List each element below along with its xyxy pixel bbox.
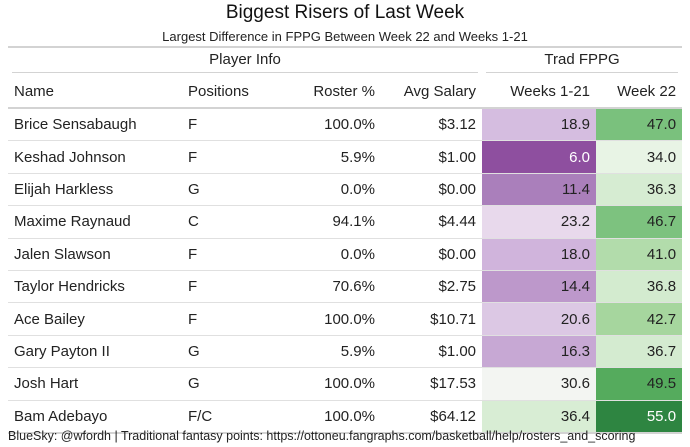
cell-weeks-1-21: 18.9 — [482, 108, 597, 142]
table-row: Jalen Slawson F 0.0% $0.00 18.0 41.0 — [8, 238, 683, 271]
cell-name: Maxime Raynaud — [8, 205, 182, 239]
cell-week-22: 36.8 — [596, 270, 683, 304]
cell-avg-salary: $3.12 — [381, 108, 483, 142]
cell-name: Brice Sensabaugh — [8, 108, 182, 142]
cell-weeks-1-21: 20.6 — [482, 302, 597, 336]
column-header-positions: Positions — [182, 76, 278, 109]
column-header-name: Name — [8, 76, 182, 109]
cell-weeks-1-21: 11.4 — [482, 173, 597, 207]
cell-week-22: 41.0 — [596, 238, 683, 271]
cell-week-22: 36.3 — [596, 173, 683, 207]
cell-week-22: 42.7 — [596, 302, 683, 336]
column-header-week-22: Week 22 — [596, 76, 683, 109]
cell-avg-salary: $10.71 — [381, 302, 483, 336]
table-row: Gary Payton II G 5.9% $1.00 16.3 36.7 — [8, 335, 683, 369]
cell-name: Keshad Johnson — [8, 140, 182, 174]
cell-avg-salary: $1.00 — [381, 140, 483, 174]
cell-avg-salary: $0.00 — [381, 173, 483, 207]
table-title: Biggest Risers of Last Week — [225, 2, 465, 23]
cell-name: Taylor Hendricks — [8, 270, 182, 304]
cell-week-22: 46.7 — [596, 205, 683, 239]
cell-roster: 100.0% — [278, 302, 381, 336]
cell-positions: F — [182, 108, 278, 142]
cell-positions: F — [182, 140, 278, 174]
cell-positions: C — [182, 205, 278, 239]
table-subtitle: Largest Difference in FPPG Between Week … — [162, 29, 528, 44]
cell-positions: G — [182, 367, 278, 401]
cell-name: Gary Payton II — [8, 335, 182, 369]
cell-roster: 100.0% — [278, 108, 381, 142]
table-row: Keshad Johnson F 5.9% $1.00 6.0 34.0 — [8, 140, 683, 174]
cell-roster: 0.0% — [278, 173, 381, 207]
cell-positions: G — [182, 335, 278, 369]
table-row: Maxime Raynaud C 94.1% $4.44 23.2 46.7 — [8, 205, 683, 239]
column-header-roster: Roster % — [278, 76, 381, 109]
cell-roster: 5.9% — [278, 335, 381, 369]
cell-week-22: 36.7 — [596, 335, 683, 369]
cell-week-22: 55.0 — [596, 400, 683, 434]
cell-weeks-1-21: 23.2 — [482, 205, 597, 239]
cell-avg-salary: $1.00 — [381, 335, 483, 369]
table-body: Brice Sensabaugh F 100.0% $3.12 18.9 47.0 Kesh… — [8, 108, 683, 434]
cell-weeks-1-21: 30.6 — [482, 367, 597, 401]
table-row: Josh Hart G 100.0% $17.53 30.6 49.5 — [8, 367, 683, 401]
cell-avg-salary: $0.00 — [381, 238, 483, 271]
cell-avg-salary: $17.53 — [381, 367, 483, 401]
cell-positions: F — [182, 238, 278, 271]
cell-name: Ace Bailey — [8, 302, 182, 336]
cell-roster: 100.0% — [278, 400, 381, 434]
cell-avg-salary: $64.12 — [381, 400, 483, 434]
cell-weeks-1-21: 14.4 — [482, 270, 597, 304]
cell-positions: F — [182, 270, 278, 304]
spanner-player-info: Player Info — [8, 46, 483, 76]
table-row: Elijah Harkless G 0.0% $0.00 11.4 36.3 — [8, 173, 683, 207]
cell-roster: 94.1% — [278, 205, 381, 239]
cell-week-22: 47.0 — [596, 108, 683, 142]
table-row: Ace Bailey F 100.0% $10.71 20.6 42.7 — [8, 302, 683, 336]
cell-week-22: 49.5 — [596, 367, 683, 401]
cell-name: Bam Adebayo — [8, 400, 182, 434]
cell-weeks-1-21: 6.0 — [482, 140, 597, 174]
cell-name: Josh Hart — [8, 367, 182, 401]
cell-avg-salary: $2.75 — [381, 270, 483, 304]
cell-positions: F/C — [182, 400, 278, 434]
cell-weeks-1-21: 18.0 — [482, 238, 597, 271]
table-row: Bam Adebayo F/C 100.0% $64.12 36.4 55.0 — [8, 400, 683, 434]
column-header-weeks-1-21: Weeks 1-21 — [482, 76, 597, 109]
cell-name: Jalen Slawson — [8, 238, 182, 271]
cell-avg-salary: $4.44 — [381, 205, 483, 239]
cell-roster: 70.6% — [278, 270, 381, 304]
cell-week-22: 34.0 — [596, 140, 683, 174]
cell-weeks-1-21: 36.4 — [482, 400, 597, 434]
cell-positions: F — [182, 302, 278, 336]
column-header-avg-salary: Avg Salary — [381, 76, 483, 109]
cell-positions: G — [182, 173, 278, 207]
table-row: Brice Sensabaugh F 100.0% $3.12 18.9 47.0 — [8, 108, 683, 142]
cell-roster: 5.9% — [278, 140, 381, 174]
cell-roster: 0.0% — [278, 238, 381, 271]
footer-note: BlueSky: @wfordh | Traditional fantasy p… — [8, 429, 636, 443]
table-row: Taylor Hendricks F 70.6% $2.75 14.4 36.8 — [8, 270, 683, 304]
cell-name: Elijah Harkless — [8, 173, 182, 207]
risers-table: Player Info Trad FPPG Name Positions Ros… — [8, 46, 683, 434]
spanner-trad-fppg: Trad FPPG — [482, 46, 683, 76]
cell-roster: 100.0% — [278, 367, 381, 401]
cell-weeks-1-21: 16.3 — [482, 335, 597, 369]
